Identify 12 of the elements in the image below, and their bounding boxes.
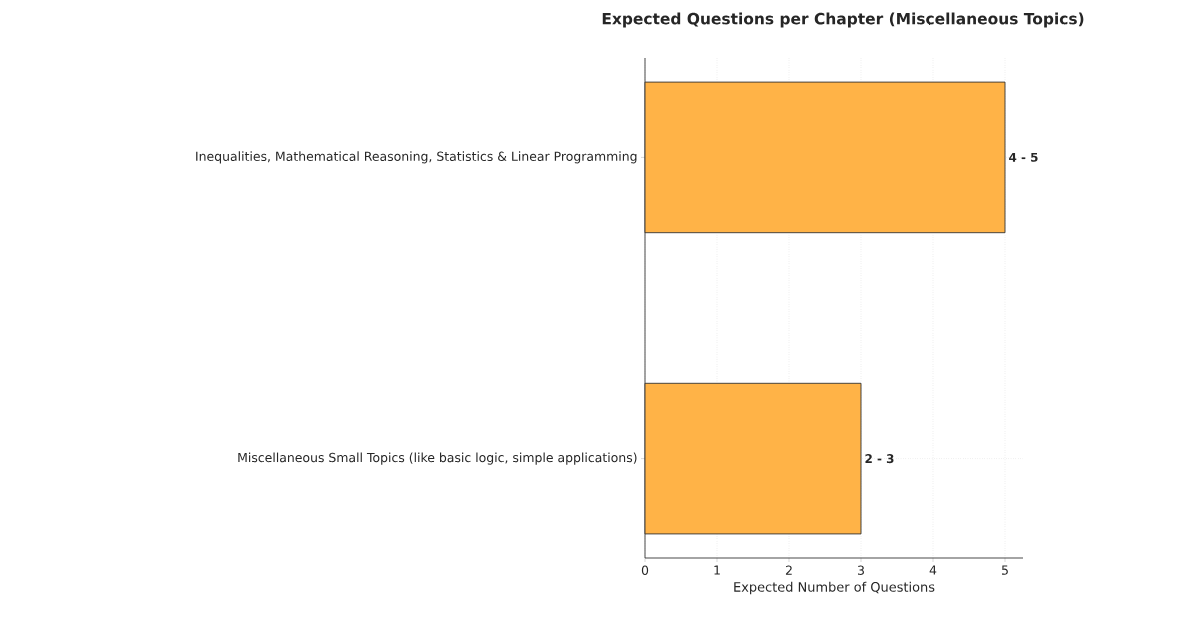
x-tick-label: 0	[641, 565, 649, 575]
y-tick-label: Miscellaneous Small Topics (like basic logic, simple applications)	[238, 452, 637, 465]
x-tick-label: 1	[714, 565, 720, 575]
x-tick-label: 4	[929, 565, 937, 575]
x-axis-title: Expected Number of Questions	[734, 581, 935, 595]
chart-title: Expected Questions per Chapter (Miscellaneous Topics)	[602, 12, 1084, 28]
x-tick-label: 3	[858, 565, 864, 575]
annotation: 2 - 3	[865, 454, 894, 464]
x-tick-label: 2	[785, 565, 792, 575]
annotation: 4 - 5	[1009, 152, 1038, 162]
y-tick-label: Inequalities, Mathematical Reasoning, Statistics & Linear Programming	[196, 151, 637, 164]
x-tick-label: 5	[1002, 565, 1008, 575]
